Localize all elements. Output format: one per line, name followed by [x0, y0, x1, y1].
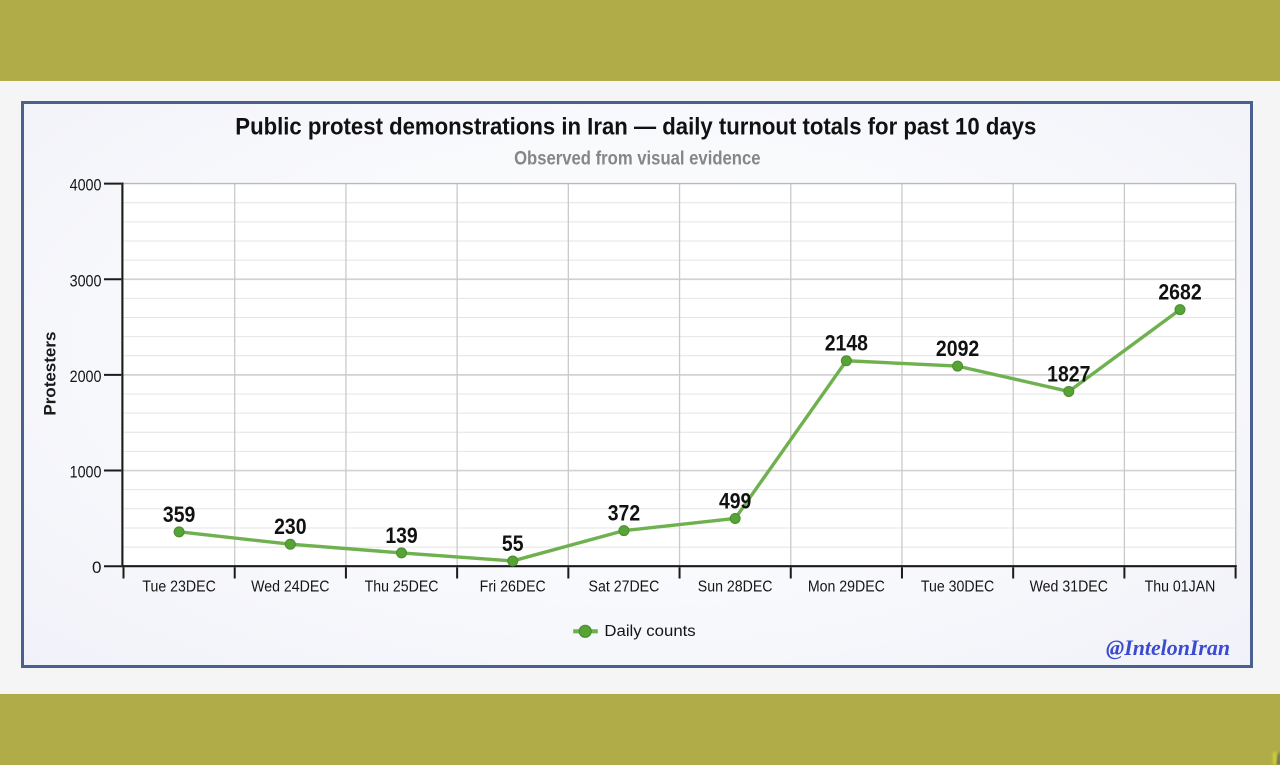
svg-text:Daily counts: Daily counts [604, 623, 696, 640]
svg-text:2092: 2092 [936, 336, 979, 361]
svg-text:1827: 1827 [1047, 361, 1090, 386]
svg-text:Thu 25DEC: Thu 25DEC [365, 579, 439, 596]
svg-text:Tue 23DEC: Tue 23DEC [142, 579, 215, 596]
svg-text:3000: 3000 [70, 271, 102, 290]
svg-text:Mon 29DEC: Mon 29DEC [808, 579, 885, 596]
svg-text:Tue 30DEC: Tue 30DEC [921, 579, 994, 596]
svg-text:Protesters: Protesters [41, 332, 60, 416]
svg-text:Public protest demonstrations: Public protest demonstrations in Iran — … [235, 114, 1036, 141]
svg-text:2148: 2148 [825, 331, 868, 356]
svg-text:Sun 28DEC: Sun 28DEC [698, 579, 773, 596]
svg-text:230: 230 [274, 514, 306, 539]
svg-text:Sat 27DEC: Sat 27DEC [589, 579, 660, 596]
svg-text:Observed from visual evidence: Observed from visual evidence [514, 147, 761, 169]
svg-text:Fri 26DEC: Fri 26DEC [480, 579, 546, 596]
svg-text:Wed 31DEC: Wed 31DEC [1030, 579, 1108, 596]
svg-text:1000: 1000 [70, 463, 102, 482]
svg-text:359: 359 [163, 502, 195, 527]
svg-text:0: 0 [92, 558, 101, 577]
svg-text:55: 55 [502, 531, 524, 556]
svg-text:Wed 24DEC: Wed 24DEC [251, 579, 329, 596]
svg-text:499: 499 [719, 488, 751, 513]
svg-text:139: 139 [385, 523, 417, 548]
svg-text:372: 372 [608, 501, 640, 526]
svg-text:2682: 2682 [1158, 280, 1201, 305]
svg-text:Thu 01JAN: Thu 01JAN [1145, 579, 1216, 596]
svg-text:2000: 2000 [70, 367, 102, 386]
svg-text:@IntelonIran: @IntelonIran [1106, 635, 1230, 660]
svg-text:4000: 4000 [70, 176, 102, 195]
